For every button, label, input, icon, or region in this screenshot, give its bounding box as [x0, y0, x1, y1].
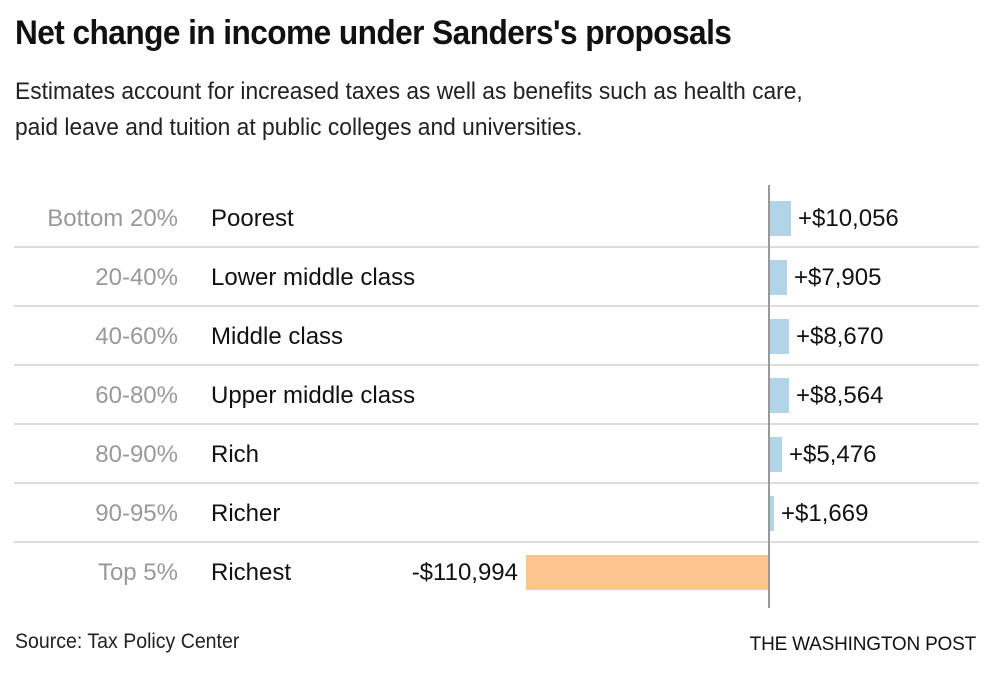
value-label: +$5,476 — [789, 441, 877, 468]
percentile-label: 40-60% — [95, 323, 178, 350]
subtitle-line-2: paid leave and tuition at public college… — [15, 114, 583, 141]
source-note: Source: Tax Policy Center — [15, 630, 240, 653]
group-label: Richer — [211, 500, 281, 527]
chart-row: 20-40% Lower middle class +$7,905 — [14, 248, 979, 307]
percentile-label: Bottom 20% — [47, 205, 178, 232]
chart-row: Bottom 20% Poorest +$10,056 — [14, 189, 979, 248]
percentile-label: 80-90% — [95, 441, 178, 468]
row-divider — [14, 423, 979, 425]
group-label: Upper middle class — [211, 382, 416, 409]
bar-positive — [770, 378, 789, 413]
bar-positive — [770, 496, 774, 531]
row-divider — [14, 246, 979, 248]
percentile-label: 60-80% — [95, 382, 178, 409]
percentile-label: 20-40% — [95, 264, 178, 291]
row-divider — [14, 305, 979, 307]
chart-title: Net change in income under Sanders's pro… — [15, 14, 732, 52]
chart-row: 90-95% Richer +$1,669 — [14, 484, 979, 543]
subtitle-line-1: Estimates account for increased taxes as… — [15, 78, 803, 105]
chart-row: Top 5% Richest -$110,994 — [14, 543, 979, 602]
bar-positive — [770, 437, 782, 472]
chart-subtitle: Estimates account for increased taxes as… — [15, 74, 926, 146]
chart-row: 60-80% Upper middle class +$8,564 — [14, 366, 979, 425]
chart-row: 40-60% Middle class +$8,670 — [14, 307, 979, 366]
value-label: +$1,669 — [781, 500, 869, 527]
group-label: Middle class — [211, 323, 344, 350]
bar-negative — [526, 555, 768, 590]
zero-axis-line — [768, 185, 770, 608]
group-label: Poorest — [211, 205, 294, 232]
bar-positive — [770, 201, 791, 236]
publisher-credit: THE WASHINGTON POST — [749, 634, 977, 655]
percentile-label: 90-95% — [95, 500, 178, 527]
group-label: Rich — [211, 441, 260, 468]
value-label: +$8,670 — [796, 323, 884, 350]
bar-positive — [770, 319, 789, 354]
value-label: -$110,994 — [411, 559, 518, 586]
percentile-label: Top 5% — [97, 559, 178, 586]
row-divider — [14, 541, 979, 543]
group-label: Lower middle class — [211, 264, 416, 291]
group-label: Richest — [211, 559, 292, 586]
value-label: +$8,564 — [796, 382, 884, 409]
row-divider — [14, 364, 979, 366]
value-label: +$10,056 — [798, 205, 899, 232]
row-divider — [14, 482, 979, 484]
bar-positive — [770, 260, 787, 295]
chart-row: 80-90% Rich +$5,476 — [14, 425, 979, 484]
value-label: +$7,905 — [794, 264, 882, 291]
